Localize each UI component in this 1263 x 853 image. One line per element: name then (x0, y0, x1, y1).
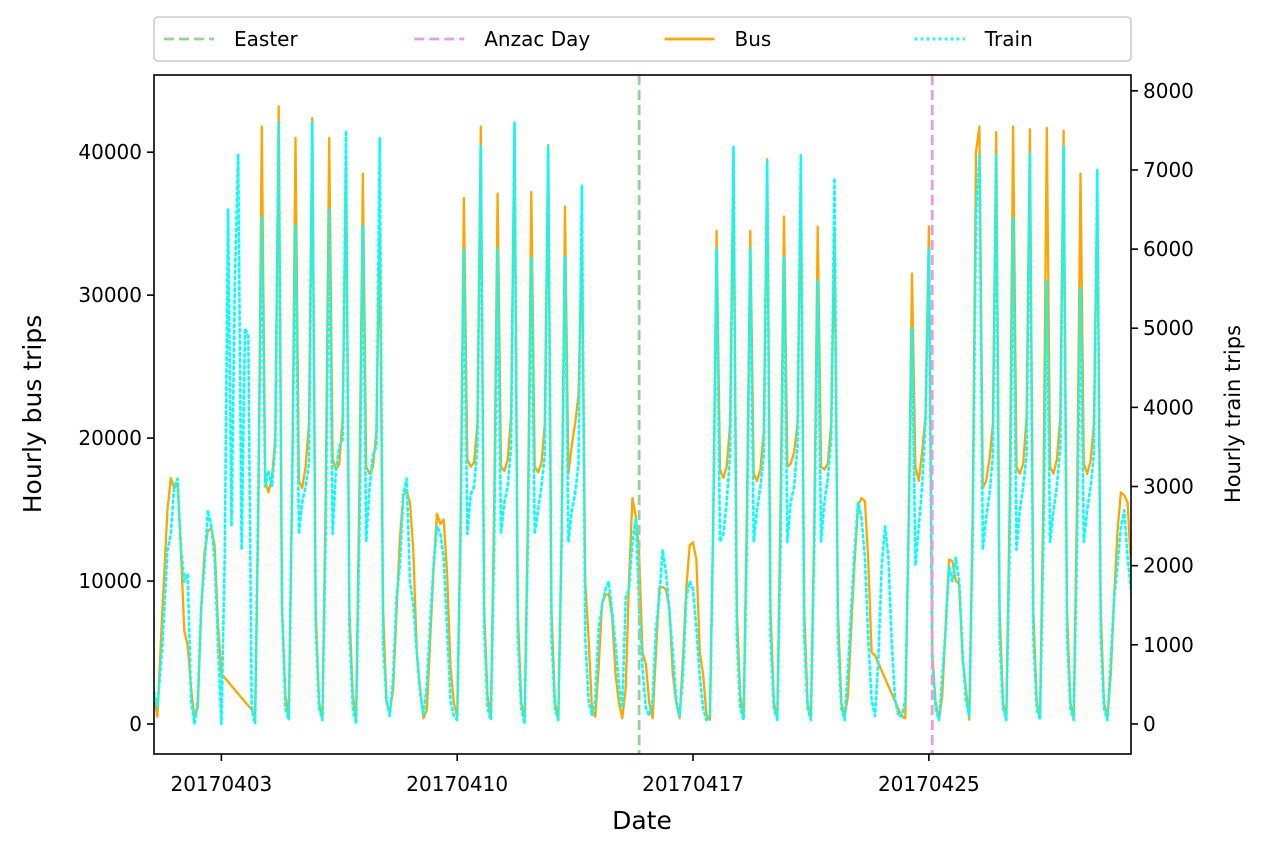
left-y-tick-label: 20000 (78, 426, 142, 450)
right-y-tick-label: 3000 (1143, 475, 1194, 499)
x-axis-title: Date (612, 806, 672, 835)
right-y-tick-label: 0 (1143, 712, 1156, 736)
right-y-axis: 0 1000 2000 3000 4000 5000 6000 7000 8000 (1131, 79, 1194, 736)
right-y-tick-label: 7000 (1143, 158, 1194, 182)
left-y-tick-label: 40000 (78, 140, 142, 164)
x-tick-label: 20170410 (406, 772, 508, 796)
legend: Easter Anzac Day Bus Train (153, 16, 1132, 62)
x-tick-label: 20170403 (170, 772, 272, 796)
legend-box (153, 16, 1132, 62)
legend-label-train: Train (984, 27, 1033, 51)
right-y-tick-label: 1000 (1143, 633, 1194, 657)
left-y-tick-label: 30000 (78, 283, 142, 307)
left-y-axis-title: Hourly bus trips (18, 315, 47, 514)
legend-label-bus: Bus (735, 27, 772, 51)
x-tick-label: 20170425 (878, 772, 980, 796)
events-layer (637, 75, 934, 754)
right-y-tick-label: 6000 (1143, 237, 1194, 261)
right-y-axis-title: Hourly train trips (1221, 325, 1245, 503)
legend-label-easter: Easter (234, 27, 298, 51)
left-y-tick-label: 0 (129, 712, 142, 736)
series-line-train (154, 121, 1131, 726)
series-layer (154, 105, 1131, 726)
right-y-tick-label: 2000 (1143, 554, 1194, 578)
x-axis: 20170403 20170410 20170417 20170425 (170, 754, 980, 796)
right-y-tick-label: 8000 (1143, 79, 1194, 103)
plot-border (153, 74, 1132, 755)
x-tick-label: 20170417 (642, 772, 744, 796)
right-y-tick-label: 5000 (1143, 316, 1194, 340)
right-y-tick-label: 4000 (1143, 395, 1194, 419)
legend-label-anzac-day: Anzac Day (484, 27, 590, 51)
left-y-tick-label: 10000 (78, 569, 142, 593)
plot-area (153, 74, 1132, 755)
left-y-axis: 0 10000 20000 30000 40000 (78, 140, 154, 736)
